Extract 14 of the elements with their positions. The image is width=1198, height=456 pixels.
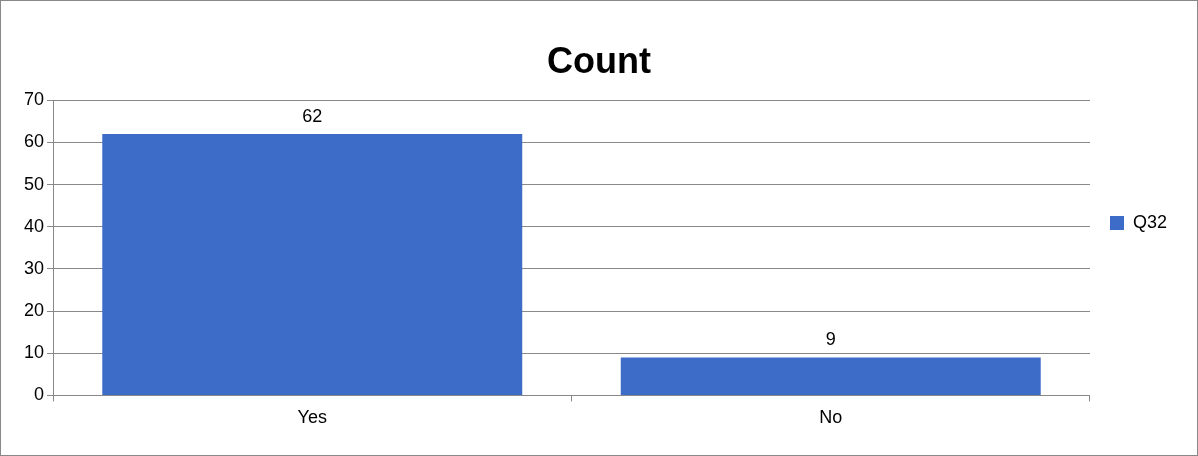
y-tick-label: 20: [23, 300, 45, 321]
chart-title: Count: [547, 39, 651, 81]
data-label: 9: [825, 329, 836, 350]
x-tick-label: No: [819, 407, 843, 428]
y-tick-label: 10: [23, 342, 45, 363]
y-tick-label: 30: [23, 257, 45, 278]
legend-label: Q32: [1132, 211, 1168, 232]
data-label: 62: [302, 105, 323, 126]
y-tick-label: 0: [34, 384, 45, 405]
y-tick-label: 50: [23, 173, 45, 194]
x-tick-label: Yes: [297, 407, 327, 428]
y-tick-label: 70: [23, 89, 45, 110]
y-tick-label: 60: [23, 131, 45, 152]
y-tick-label: 40: [23, 215, 45, 236]
